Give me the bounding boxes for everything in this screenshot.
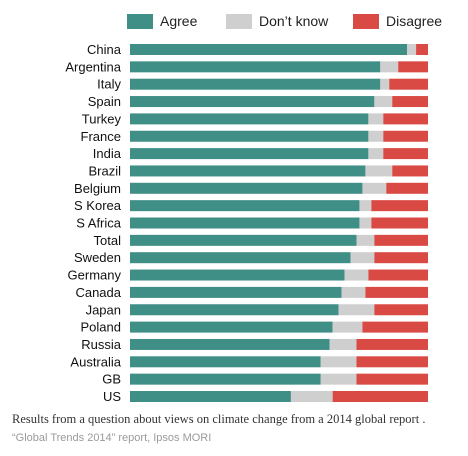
bar-india-don-t-know <box>368 148 384 160</box>
bar-us-don-t-know <box>290 391 333 402</box>
bar-total-disagree <box>374 234 428 246</box>
category-label-france: France <box>81 129 121 144</box>
bar-germany-agree <box>130 269 345 281</box>
bar-brazil-disagree <box>392 165 428 177</box>
bar-russia-don-t-know <box>329 338 357 350</box>
category-label-spain: Spain <box>88 94 121 109</box>
bar-poland-disagree <box>362 321 428 333</box>
bar-germany-disagree <box>368 269 428 281</box>
bar-s-korea-don-t-know <box>359 200 372 212</box>
bar-russia-agree <box>130 338 330 350</box>
bar-total-don-t-know <box>356 234 375 246</box>
category-label-italy: Italy <box>97 77 121 92</box>
bar-argentina-agree <box>130 61 381 73</box>
chart-source: “Global Trends 2014” report, Ipsos MORI <box>12 432 212 444</box>
bar-italy-disagree <box>389 78 428 90</box>
bars <box>130 44 428 402</box>
bar-gb-don-t-know <box>320 373 357 385</box>
category-label-china: China <box>87 42 122 57</box>
bar-poland-don-t-know <box>332 321 363 333</box>
bar-canada-disagree <box>365 286 428 298</box>
bar-italy-don-t-know <box>380 78 390 90</box>
category-label-us: US <box>103 389 121 404</box>
category-label-turkey: Turkey <box>82 111 122 126</box>
legend: Agree Don’t know Disagree <box>127 13 442 29</box>
category-label-japan: Japan <box>86 302 121 317</box>
category-label-total: Total <box>94 233 122 248</box>
bar-japan-agree <box>130 304 339 316</box>
category-label-india: India <box>93 146 122 161</box>
category-label-germany: Germany <box>68 268 122 283</box>
bar-russia-disagree <box>356 338 428 350</box>
legend-swatch-agree <box>127 14 153 29</box>
bar-australia-don-t-know <box>320 356 357 368</box>
bar-sweden-don-t-know <box>350 252 375 264</box>
country-labels: China Argentina Italy Spain Turkey France Indi… <box>65 42 121 404</box>
category-label-russia: Russia <box>81 337 122 352</box>
bar-s-africa-don-t-know <box>359 217 372 229</box>
bar-turkey-agree <box>130 113 369 125</box>
category-label-canada: Canada <box>75 285 121 300</box>
bar-france-don-t-know <box>368 130 384 142</box>
category-label-s-korea: S Korea <box>74 198 122 213</box>
category-label-s-africa: S Africa <box>76 216 122 231</box>
bar-australia-agree <box>130 356 321 368</box>
legend-label-don-t-know: Don’t know <box>259 13 329 29</box>
bar-italy-agree <box>130 78 381 90</box>
bar-spain-don-t-know <box>374 96 393 108</box>
bar-belgium-disagree <box>386 182 428 194</box>
bar-turkey-disagree <box>383 113 428 125</box>
category-label-gb: GB <box>102 372 121 387</box>
bar-spain-agree <box>130 96 375 108</box>
bar-india-disagree <box>383 148 428 160</box>
bar-canada-don-t-know <box>341 286 366 298</box>
category-label-brazil: Brazil <box>88 163 121 178</box>
bar-argentina-don-t-know <box>380 61 399 73</box>
bar-s-korea-disagree <box>371 200 428 212</box>
bar-sweden-disagree <box>374 252 428 264</box>
bar-poland-agree <box>130 321 333 333</box>
bar-india-agree <box>130 148 369 160</box>
legend-label-disagree: Disagree <box>386 13 442 29</box>
category-label-belgium: Belgium <box>74 181 121 196</box>
bar-sweden-agree <box>130 252 351 264</box>
bar-france-agree <box>130 130 369 142</box>
bar-germany-don-t-know <box>344 269 369 281</box>
legend-label-agree: Agree <box>160 13 198 29</box>
bar-s-africa-agree <box>130 217 360 229</box>
bar-australia-disagree <box>356 356 428 368</box>
chart-caption: Results from a question about views on c… <box>12 412 426 426</box>
legend-swatch-don-t-know <box>226 14 252 29</box>
category-label-argentina: Argentina <box>65 59 121 74</box>
bar-s-korea-agree <box>130 200 360 212</box>
bar-s-africa-disagree <box>371 217 428 229</box>
category-label-australia: Australia <box>70 354 121 369</box>
bar-china-agree <box>130 44 408 55</box>
bar-brazil-don-t-know <box>365 165 393 177</box>
bar-us-agree <box>130 391 291 402</box>
legend-swatch-disagree <box>353 14 379 29</box>
bar-gb-agree <box>130 373 321 385</box>
category-label-poland: Poland <box>81 320 121 335</box>
bar-argentina-disagree <box>398 61 428 73</box>
bar-brazil-agree <box>130 165 366 177</box>
bar-china-disagree <box>416 44 428 55</box>
bar-us-disagree <box>332 391 428 402</box>
bar-turkey-don-t-know <box>368 113 384 125</box>
bar-canada-agree <box>130 286 342 298</box>
bar-spain-disagree <box>392 96 428 108</box>
bar-japan-don-t-know <box>338 304 375 316</box>
bar-belgium-don-t-know <box>362 182 387 194</box>
bar-france-disagree <box>383 130 428 142</box>
bar-gb-disagree <box>356 373 428 385</box>
bar-total-agree <box>130 234 357 246</box>
bar-china-don-t-know <box>407 44 417 55</box>
bar-belgium-agree <box>130 182 363 194</box>
category-label-sweden: Sweden <box>74 250 121 265</box>
bar-japan-disagree <box>374 304 428 316</box>
